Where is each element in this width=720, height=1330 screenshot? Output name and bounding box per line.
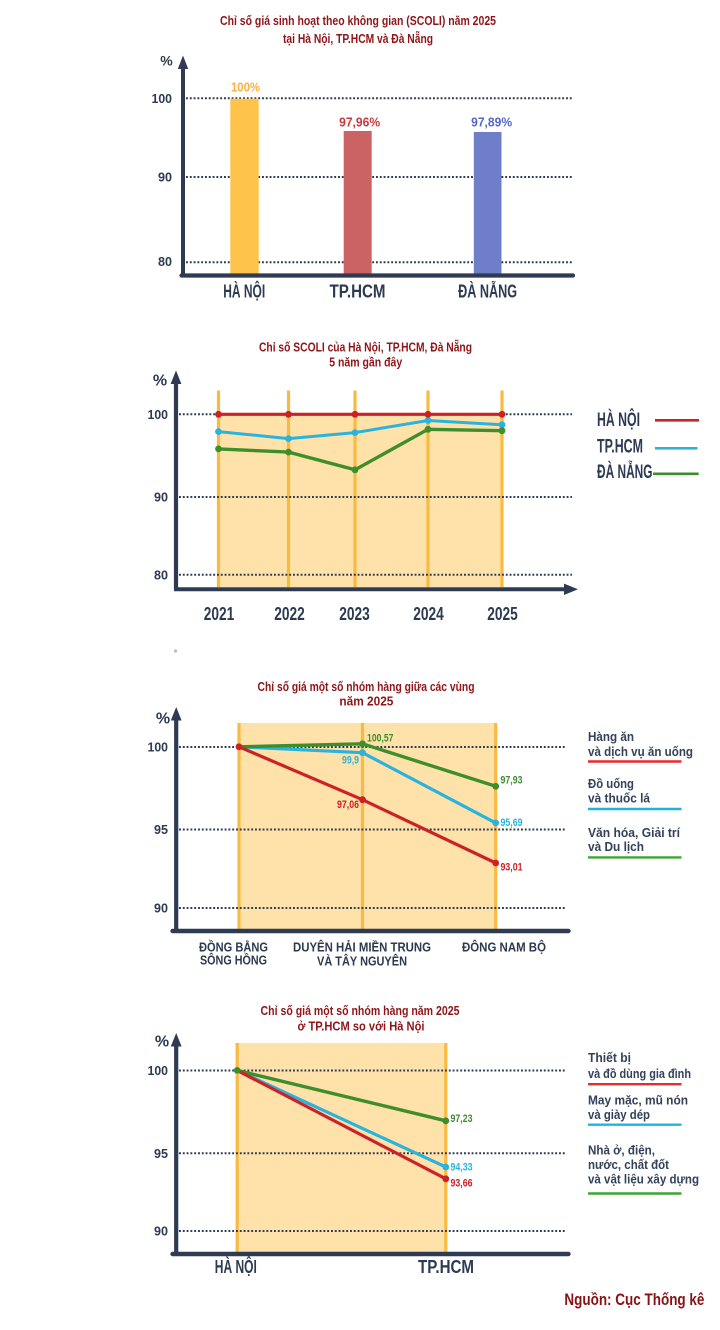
svg-text:97,06: 97,06 (337, 799, 359, 811)
svg-text:5 năm gần đây: 5 năm gần đây (329, 355, 403, 370)
svg-text:và thuốc lá: và thuốc lá (588, 790, 651, 805)
svg-text:90: 90 (154, 1224, 168, 1239)
svg-text:90: 90 (154, 901, 168, 916)
svg-text:97,93: 97,93 (501, 775, 523, 787)
svg-text:2025: 2025 (487, 603, 518, 624)
svg-text:tại Hà Nội, TP.HCM và Đà Nẵng: tại Hà Nội, TP.HCM và Đà Nẵng (283, 31, 433, 46)
svg-text:Chỉ số SCOLI của Hà Nội, TP.HC: Chỉ số SCOLI của Hà Nội, TP.HCM, Đà Nẵng (259, 340, 472, 355)
svg-text:100: 100 (148, 1063, 169, 1078)
svg-text:90: 90 (158, 170, 172, 185)
svg-text:%: % (153, 373, 167, 390)
svg-text:80: 80 (158, 254, 172, 269)
svg-text:97,23: 97,23 (451, 1113, 473, 1125)
svg-text:95,69: 95,69 (501, 817, 523, 829)
svg-text:99,9: 99,9 (342, 755, 359, 767)
svg-text:DUYÊN HẢI MIỀN TRUNG: DUYÊN HẢI MIỀN TRUNG (293, 940, 431, 955)
svg-text:Chỉ số giá sinh hoạt theo khôn: Chỉ số giá sinh hoạt theo không gian (SC… (220, 13, 496, 28)
svg-text:TP.HCM: TP.HCM (597, 437, 643, 458)
svg-text:Đồ uống: Đồ uống (588, 776, 634, 791)
svg-text:năm 2025: năm 2025 (339, 694, 393, 709)
svg-text:và vật liệu xây dựng: và vật liệu xây dựng (588, 1172, 699, 1187)
svg-text:HÀ NỘI: HÀ NỘI (597, 409, 640, 431)
svg-text:Nguồn: Cục Thống kê: Nguồn: Cục Thống kê (564, 1290, 704, 1309)
svg-text:Hàng ăn: Hàng ăn (588, 729, 634, 744)
svg-text:95: 95 (154, 822, 168, 837)
svg-text:97,89%: 97,89% (471, 115, 512, 130)
svg-text:97,96%: 97,96% (339, 115, 380, 130)
svg-text:HÀ NỘI: HÀ NỘI (215, 1256, 257, 1277)
svg-text:VÀ TÂY NGUYÊN: VÀ TÂY NGUYÊN (317, 953, 407, 968)
svg-text:TP.HCM: TP.HCM (418, 1256, 474, 1277)
svg-text:90: 90 (154, 490, 168, 505)
svg-text:HÀ NỘI: HÀ NỘI (223, 281, 265, 302)
svg-text:ĐỒNG BẰNG: ĐỒNG BẰNG (199, 940, 268, 955)
svg-text:%: % (156, 711, 170, 728)
svg-text:Chỉ số giá một số nhóm hàng gi: Chỉ số giá một số nhóm hàng giữa các vùn… (258, 679, 475, 694)
svg-text:95: 95 (154, 1146, 168, 1161)
svg-text:nước, chất đốt: nước, chất đốt (588, 1157, 670, 1172)
svg-text:Nhà ở, điện,: Nhà ở, điện, (588, 1143, 655, 1158)
svg-text:100%: 100% (231, 80, 260, 95)
svg-text:và giày dép: và giày dép (588, 1107, 650, 1122)
svg-text:100: 100 (148, 407, 169, 422)
svg-text:93,66: 93,66 (451, 1178, 473, 1190)
svg-text:Thiết bị: Thiết bị (588, 1050, 631, 1065)
svg-text:%: % (160, 53, 173, 69)
svg-text:và dịch vụ ăn uống: và dịch vụ ăn uống (588, 744, 693, 759)
svg-text:2024: 2024 (413, 603, 444, 624)
svg-text:và Du lịch: và Du lịch (588, 839, 644, 854)
svg-text:ĐÔNG NAM BỘ: ĐÔNG NAM BỘ (462, 940, 546, 955)
svg-text:ĐÀ NẴNG: ĐÀ NẴNG (597, 461, 653, 483)
svg-text:80: 80 (154, 567, 168, 582)
svg-text:Chỉ số giá một số nhóm hàng nă: Chỉ số giá một số nhóm hàng năm 2025 (261, 1003, 460, 1018)
svg-text:ĐÀ NẴNG: ĐÀ NẴNG (458, 281, 517, 302)
svg-text:100: 100 (148, 740, 169, 755)
svg-text:Văn hóa, Giải trí: Văn hóa, Giải trí (588, 825, 680, 840)
svg-text:ở TP.HCM so với Hà Nội: ở TP.HCM so với Hà Nội (298, 1019, 425, 1034)
svg-text:2022: 2022 (274, 603, 305, 624)
svg-text:100: 100 (152, 91, 173, 106)
svg-text:100,57: 100,57 (367, 732, 394, 744)
svg-text:May mặc, mũ nón: May mặc, mũ nón (588, 1092, 688, 1107)
svg-text:TP.HCM: TP.HCM (330, 281, 386, 302)
svg-text:2021: 2021 (204, 603, 235, 624)
svg-text:94,33: 94,33 (451, 1162, 473, 1174)
svg-text:SÔNG HỒNG: SÔNG HỒNG (200, 952, 267, 967)
svg-text:và đồ dùng gia đình: và đồ dùng gia đình (588, 1066, 691, 1081)
svg-text:93,01: 93,01 (501, 861, 523, 873)
svg-text:2023: 2023 (339, 603, 370, 624)
svg-text:%: % (155, 1034, 169, 1051)
